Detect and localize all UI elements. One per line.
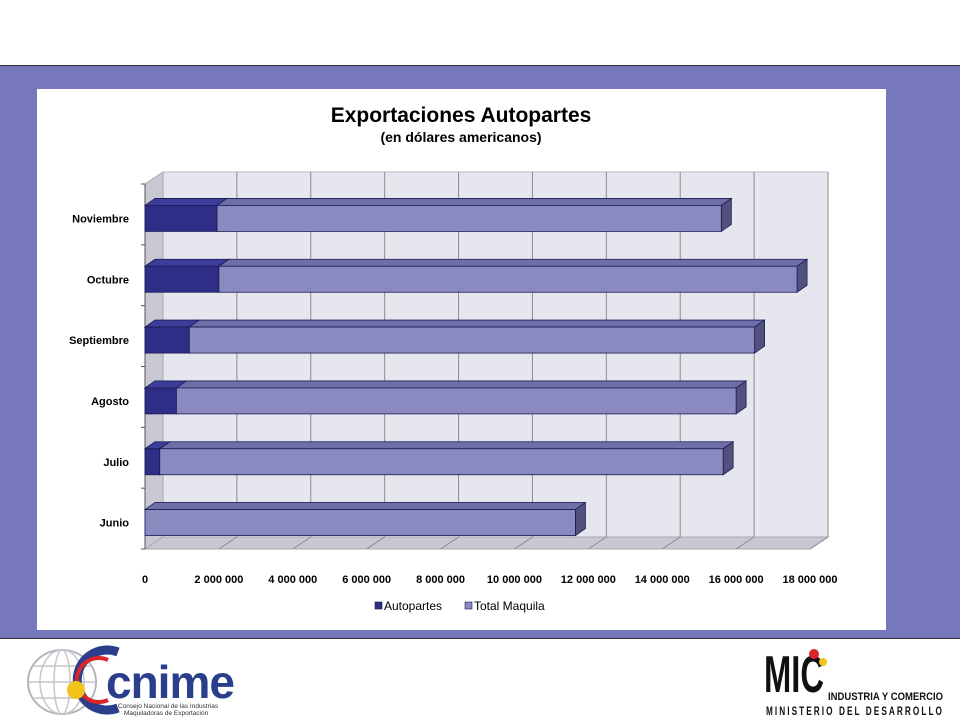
x-tick-label: 2 000 000 bbox=[194, 574, 243, 586]
y-tick-label: Noviembre bbox=[72, 213, 129, 225]
x-tick-label: 12 000 000 bbox=[561, 574, 616, 586]
bar-top-face bbox=[175, 380, 748, 389]
chart-panel: Exportaciones Autopartes (en dólares ame… bbox=[37, 89, 886, 630]
legend-label: Autopartes bbox=[384, 599, 442, 613]
bar-front-face bbox=[218, 265, 798, 293]
x-tick-label: 18 000 000 bbox=[782, 574, 837, 586]
x-gridline-floor bbox=[588, 536, 607, 550]
bar-total-maquila bbox=[188, 319, 766, 354]
bar-total-maquila bbox=[215, 197, 733, 233]
x-gridline-floor bbox=[292, 536, 312, 550]
bar-top-face bbox=[217, 258, 809, 267]
legend-swatch bbox=[464, 601, 473, 610]
chart-legend: Autopartes Total Maquila bbox=[374, 599, 545, 613]
x-gridline-floor bbox=[366, 536, 385, 550]
bar-top-face bbox=[158, 441, 735, 450]
footer: cnime Consejo Nacional de las Industrias… bbox=[0, 640, 960, 720]
bar-front-face bbox=[144, 448, 161, 476]
y-tick-label: Julio bbox=[103, 457, 129, 469]
x-tick-label: 14 000 000 bbox=[635, 574, 690, 586]
bar-top-face bbox=[188, 319, 766, 328]
cnime-logo-line2: Maquiladoras de Exportación bbox=[124, 710, 209, 717]
bar-front-face bbox=[176, 387, 737, 415]
bar-front-face bbox=[144, 205, 218, 232]
y-tick-label: Septiembre bbox=[69, 335, 129, 347]
x-gridline-floor bbox=[735, 536, 755, 550]
bar-autopartes bbox=[143, 197, 229, 233]
chart-title: Exportaciones Autopartes bbox=[331, 104, 592, 127]
bar-front-face bbox=[216, 205, 722, 232]
x-gridline-floor bbox=[661, 536, 681, 550]
x-tick-label: 10 000 000 bbox=[487, 574, 542, 586]
y-tick-label: Agosto bbox=[91, 396, 129, 408]
legend-swatch bbox=[374, 601, 383, 610]
bar-top-face bbox=[143, 198, 229, 206]
bar-front-face bbox=[144, 387, 177, 415]
bar-front-face bbox=[188, 326, 755, 354]
bar-total-maquila bbox=[175, 380, 748, 415]
x-tick-label: 6 000 000 bbox=[342, 574, 391, 586]
cnime-logo-text: cnime bbox=[106, 656, 234, 708]
chart-subtitle: (en dólares americanos) bbox=[380, 129, 541, 145]
bar-front-face bbox=[159, 448, 724, 476]
x-tick-label: 8 000 000 bbox=[416, 574, 465, 586]
bar-front-face bbox=[144, 326, 190, 354]
mic-logo-line2: MINISTERIO DEL DESARROLLO bbox=[766, 704, 944, 718]
bar-total-maquila bbox=[217, 258, 809, 294]
x-gridline-floor bbox=[440, 536, 459, 550]
cnime-logo: cnime Consejo Nacional de las Industrias… bbox=[27, 645, 235, 717]
bar-front-face bbox=[144, 509, 576, 536]
bar-top-face bbox=[215, 198, 733, 206]
bar-top-face bbox=[143, 502, 587, 510]
mic-logo-line1: INDUSTRIA Y COMERCIO bbox=[828, 691, 943, 703]
x-gridline-floor bbox=[514, 536, 533, 550]
bar-total-maquila bbox=[158, 440, 735, 476]
chart-floor bbox=[143, 536, 830, 550]
x-gridline-floor bbox=[809, 536, 829, 550]
x-tick-label: 0 bbox=[142, 574, 148, 586]
x-tick-label: 16 000 000 bbox=[709, 574, 764, 586]
x-gridline-floor bbox=[218, 536, 238, 550]
bar-top-face bbox=[143, 258, 231, 267]
x-tick-label: 4 000 000 bbox=[268, 574, 317, 586]
y-tick-label: Octubre bbox=[87, 274, 129, 286]
mic-logo: MIC INDUSTRIA Y COMERCIO MINISTERIO DEL … bbox=[764, 646, 944, 718]
plot-area: 0 2 000 000 4 000 000 6 000 000 8 000 000 10 … bbox=[69, 171, 838, 586]
bar-autopartes bbox=[143, 258, 231, 294]
y-tick-label: Junio bbox=[100, 518, 130, 530]
footer-logos: cnime Consejo Nacional de las Industrias… bbox=[27, 645, 944, 718]
bar-front-face bbox=[144, 265, 220, 293]
bar-chart: Exportaciones Autopartes (en dólares ame… bbox=[69, 104, 838, 613]
cnime-logo-line1: Consejo Nacional de las Industrias bbox=[118, 703, 219, 710]
legend-label: Total Maquila bbox=[474, 599, 545, 613]
bar-total-maquila bbox=[143, 501, 587, 537]
